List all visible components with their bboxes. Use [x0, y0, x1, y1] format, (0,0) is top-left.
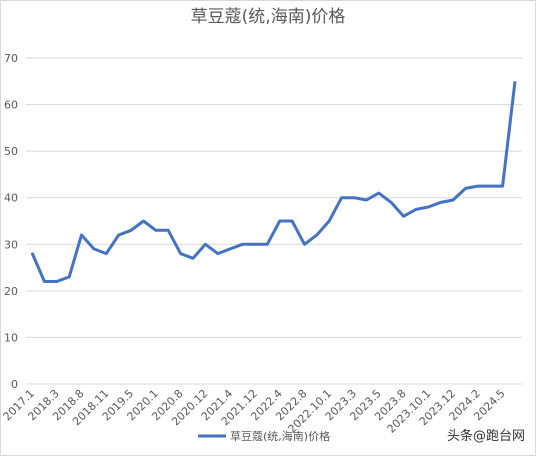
- y-tick-label: 30: [4, 238, 18, 251]
- legend-label: 草豆蔻(统,海南)价格: [230, 429, 330, 443]
- data-line: [30, 81, 517, 283]
- y-tick-label: 60: [4, 99, 18, 112]
- y-tick-label: 0: [11, 378, 18, 391]
- y-tick-label: 40: [4, 192, 18, 205]
- y-tick-label: 50: [4, 145, 18, 158]
- y-tick-label: 20: [4, 285, 18, 298]
- watermark: 头条@跑台网: [447, 428, 525, 444]
- y-tick-label: 70: [4, 52, 18, 65]
- chart-title: 草豆蔻(统,海南)价格: [191, 7, 346, 27]
- y-tick-label: 10: [4, 331, 18, 344]
